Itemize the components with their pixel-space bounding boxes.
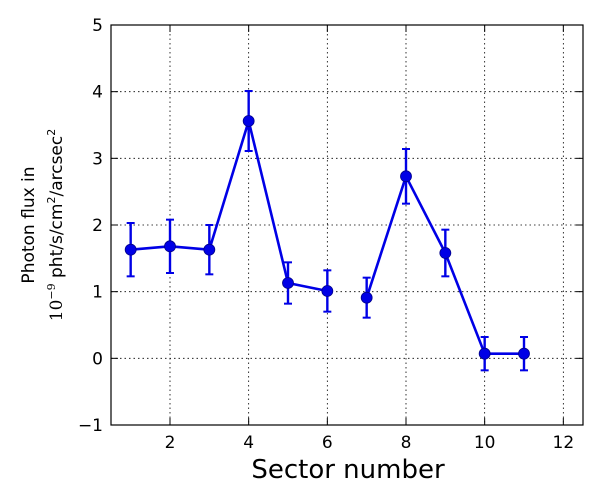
y-label-unit-a: pht/s/cm xyxy=(47,204,67,284)
data-point xyxy=(400,170,412,183)
data-point xyxy=(360,291,373,304)
x-tick-label: 2 xyxy=(165,433,176,453)
y-axis-title-line1: Photon flux in xyxy=(19,166,39,283)
data-point xyxy=(478,347,491,360)
series-line xyxy=(130,119,328,293)
data-point xyxy=(124,243,137,256)
y-label-power-base: 10 xyxy=(47,300,67,322)
y-tick-label: 1 xyxy=(92,283,103,303)
x-tick-label: 4 xyxy=(243,433,254,453)
data-point xyxy=(242,115,255,127)
data-point xyxy=(439,247,452,259)
y-tick-label: 4 xyxy=(92,83,103,103)
y-label-power-exp: −9 xyxy=(45,283,58,299)
x-tick-label: 12 xyxy=(553,433,575,453)
series-plot xyxy=(124,90,530,372)
x-tick-label: 6 xyxy=(322,433,333,453)
data-point xyxy=(282,277,294,289)
data-point xyxy=(321,285,334,297)
y-tick-label: −1 xyxy=(78,416,103,436)
y-tick-label: 2 xyxy=(92,216,103,236)
x-axis-title: Sector number xyxy=(251,455,445,485)
y-tick-label: 0 xyxy=(92,349,103,369)
x-tick-label: 8 xyxy=(401,433,412,453)
y-label-unit-b-exp: 2 xyxy=(45,129,58,136)
data-point xyxy=(164,240,176,253)
y-tick-label: 5 xyxy=(92,16,103,36)
data-point xyxy=(203,243,216,256)
data-point xyxy=(518,347,530,360)
y-label-unit-a-exp: 2 xyxy=(45,197,58,204)
y-tick-label: 3 xyxy=(92,149,103,169)
grid-lines xyxy=(111,24,583,426)
y-axis-title-line2: 10−9 pht/s/cm2/arcsec2 xyxy=(45,129,67,322)
x-tick-label: 10 xyxy=(474,433,496,453)
y-label-unit-b: /arcsec xyxy=(47,136,67,197)
